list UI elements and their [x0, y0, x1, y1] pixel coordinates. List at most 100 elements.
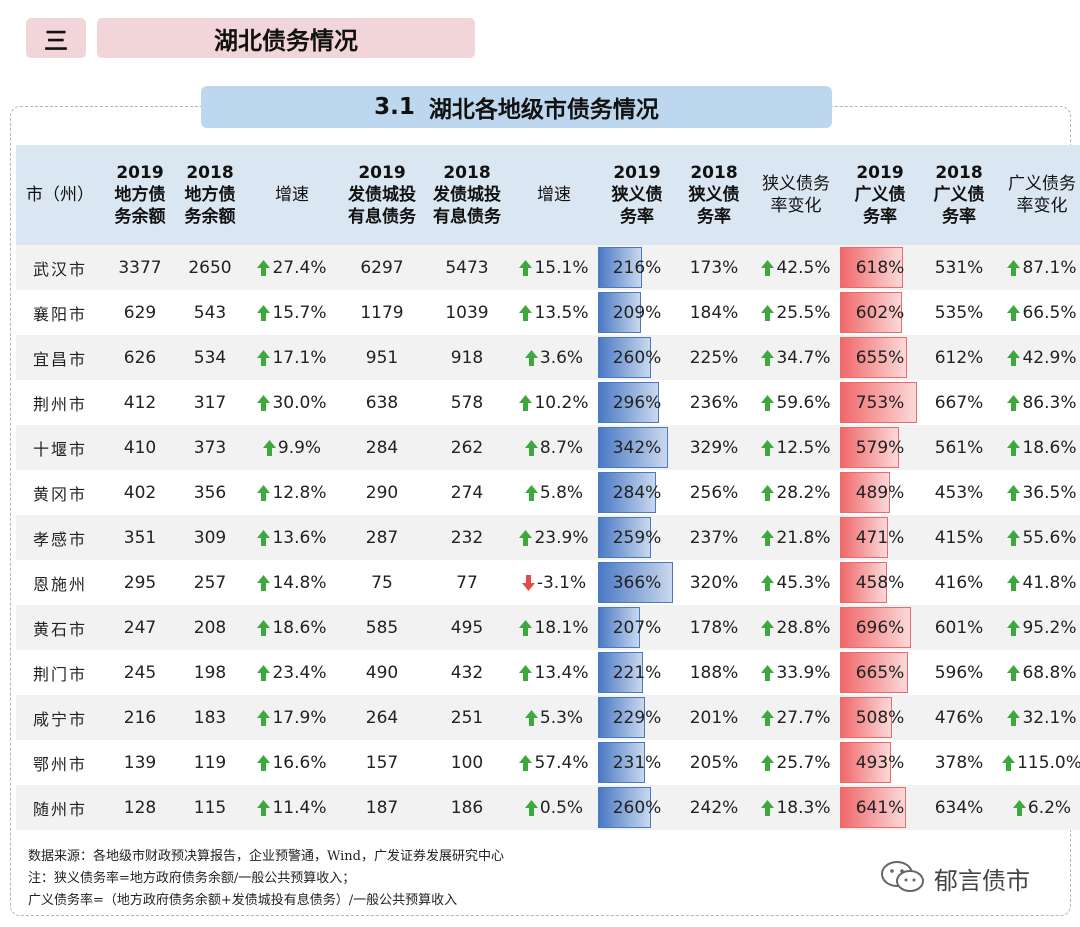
ratio-value: 493%: [855, 752, 905, 773]
cell-broad-2018: 535%: [920, 290, 998, 335]
cell-narrow-change: 59.6%: [752, 380, 840, 425]
growth-value: 21.8%: [776, 527, 831, 548]
cell-chengtou-growth: 5.8%: [510, 470, 598, 515]
cell-debt-growth: 15.7%: [244, 290, 340, 335]
cell-debt-2018: 2650: [176, 245, 244, 290]
up-arrow-icon: [1007, 574, 1021, 591]
cell-broad-2018: 476%: [920, 695, 998, 740]
cell-broad-change: 87.1%: [998, 245, 1080, 290]
cell-narrow-change: 33.9%: [752, 650, 840, 695]
cell-broad-2019: 471%: [840, 515, 920, 560]
cell-narrow-2018: 205%: [676, 740, 752, 785]
up-arrow-icon: [519, 304, 533, 321]
cell-narrow-2018: 201%: [676, 695, 752, 740]
up-arrow-icon: [257, 709, 271, 726]
cell-chengtou-growth: 18.1%: [510, 605, 598, 650]
cell-broad-2019: 579%: [840, 425, 920, 470]
cell-broad-change: 41.8%: [998, 560, 1080, 605]
cell-narrow-2018: 242%: [676, 785, 752, 830]
cell-city: 宜昌市: [16, 335, 104, 380]
ratio-value: 366%: [612, 572, 662, 593]
cell-debt-2019: 629: [104, 290, 176, 335]
cell-chengtou-growth: 10.2%: [510, 380, 598, 425]
cell-chengtou-2019: 585: [340, 605, 424, 650]
growth-value: 68.8%: [1022, 662, 1077, 683]
note-broad-def: 广义债务率=（地方政府债务余额+发债城投有息债务）/一般公共预算收入: [28, 893, 458, 908]
ratio-value: 231%: [612, 752, 662, 773]
wechat-icon: [881, 861, 924, 892]
cell-broad-change: 36.5%: [998, 470, 1080, 515]
cell-narrow-change: 18.3%: [752, 785, 840, 830]
cell-debt-2019: 3377: [104, 245, 176, 290]
up-arrow-icon: [1007, 484, 1021, 501]
growth-value: 66.5%: [1022, 302, 1077, 323]
table-row: 孝感市 351 309 13.6% 287 232 23.9% 259% 237% 21.8% 47…: [16, 515, 1080, 560]
up-arrow-icon: [524, 484, 538, 501]
narrow-ratio-bar: [598, 517, 652, 558]
cell-narrow-2018: 225%: [676, 335, 752, 380]
cell-debt-growth: 11.4%: [244, 785, 340, 830]
ratio-value: 296%: [612, 392, 662, 413]
broad-ratio-bar: [840, 562, 887, 603]
cell-debt-growth: 17.1%: [244, 335, 340, 380]
header-narrow-change: 狭义债务 率变化: [752, 145, 840, 245]
cell-broad-2019: 655%: [840, 335, 920, 380]
up-arrow-icon: [1007, 349, 1021, 366]
growth-value: 34.7%: [776, 347, 831, 368]
cell-broad-2018: 667%: [920, 380, 998, 425]
cell-broad-2019: 493%: [840, 740, 920, 785]
growth-value: 12.8%: [272, 482, 327, 503]
growth-value: 3.6%: [539, 347, 584, 368]
cell-chengtou-growth: -3.1%: [510, 560, 598, 605]
up-arrow-icon: [257, 484, 271, 501]
table-row: 襄阳市 629 543 15.7% 1179 1039 13.5% 209% 184% 25.5%…: [16, 290, 1080, 335]
cell-broad-2018: 531%: [920, 245, 998, 290]
growth-value: 13.4%: [534, 662, 589, 683]
cell-city: 荆州市: [16, 380, 104, 425]
table-row: 宜昌市 626 534 17.1% 951 918 3.6% 260% 225% 34.7% 655…: [16, 335, 1080, 380]
cell-debt-2019: 245: [104, 650, 176, 695]
ratio-value: 216%: [612, 257, 662, 278]
cell-city: 武汉市: [16, 245, 104, 290]
header-city: 市（州）: [16, 145, 104, 245]
header-debt-growth: 增速: [244, 145, 340, 245]
broad-ratio-bar: [840, 742, 891, 783]
cell-chengtou-growth: 23.9%: [510, 515, 598, 560]
cell-debt-2018: 183: [176, 695, 244, 740]
cell-city: 鄂州市: [16, 740, 104, 785]
cell-debt-2019: 351: [104, 515, 176, 560]
growth-value: 42.9%: [1022, 347, 1077, 368]
cell-chengtou-2018: 262: [424, 425, 510, 470]
growth-value: 32.1%: [1022, 707, 1077, 728]
up-arrow-icon: [257, 754, 271, 771]
cell-narrow-2019: 229%: [598, 695, 676, 740]
cell-narrow-change: 12.5%: [752, 425, 840, 470]
broad-ratio-bar: [840, 517, 889, 558]
cell-broad-change: 6.2%: [998, 785, 1080, 830]
growth-value: 25.5%: [776, 302, 831, 323]
broad-ratio-bar: [840, 472, 891, 513]
cell-chengtou-2019: 287: [340, 515, 424, 560]
cell-narrow-change: 45.3%: [752, 560, 840, 605]
cell-broad-2019: 458%: [840, 560, 920, 605]
growth-value: 23.9%: [534, 527, 589, 548]
up-arrow-icon: [1007, 394, 1021, 411]
up-arrow-icon: [257, 799, 271, 816]
growth-value: 16.6%: [272, 752, 327, 773]
broad-ratio-bar: [840, 247, 904, 288]
cell-narrow-2018: 256%: [676, 470, 752, 515]
cell-debt-growth: 23.4%: [244, 650, 340, 695]
narrow-ratio-bar: [598, 247, 643, 288]
narrow-ratio-bar: [598, 427, 669, 468]
cell-debt-2018: 119: [176, 740, 244, 785]
cell-debt-growth: 14.8%: [244, 560, 340, 605]
narrow-ratio-bar: [598, 337, 652, 378]
note-narrow-def: 注：狭义债务率=地方政府债务余额/一般公共预算收入；: [28, 871, 356, 886]
cell-debt-growth: 12.8%: [244, 470, 340, 515]
cell-chengtou-2018: 186: [424, 785, 510, 830]
cell-chengtou-2019: 157: [340, 740, 424, 785]
table-row: 咸宁市 216 183 17.9% 264 251 5.3% 229% 201% 27.7% 508…: [16, 695, 1080, 740]
cell-debt-2019: 295: [104, 560, 176, 605]
up-arrow-icon: [257, 304, 271, 321]
cell-narrow-change: 28.2%: [752, 470, 840, 515]
